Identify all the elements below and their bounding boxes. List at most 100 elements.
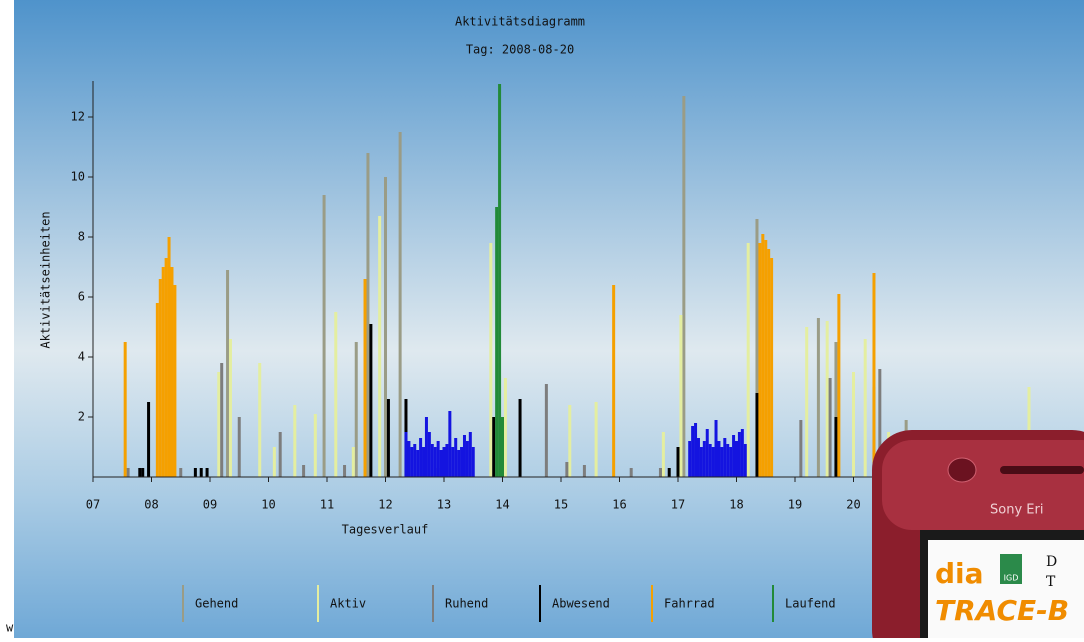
bar: [518, 399, 522, 477]
bar: [852, 372, 855, 477]
bar: [714, 420, 718, 477]
x-tick-label: 16: [612, 498, 626, 512]
bar: [147, 402, 151, 477]
bar: [433, 447, 437, 477]
bar: [755, 219, 759, 477]
bar: [694, 423, 698, 477]
bar: [825, 321, 829, 477]
bar: [878, 369, 882, 477]
bar: [161, 267, 165, 477]
bar: [764, 240, 768, 477]
bar: [489, 243, 493, 477]
y-tick-label: 4: [78, 350, 85, 364]
x-tick-label: 12: [378, 498, 392, 512]
screen-line-1: D: [1046, 554, 1057, 570]
bar: [141, 468, 145, 477]
bar: [501, 417, 504, 477]
left-margin: [0, 0, 14, 638]
bar: [834, 342, 838, 477]
bar: [454, 438, 458, 477]
bar: [629, 468, 633, 477]
x-tick-label: 20: [846, 498, 860, 512]
bar: [468, 432, 472, 477]
bar: [834, 417, 838, 477]
bar: [717, 441, 721, 477]
bar: [612, 285, 616, 477]
bar: [293, 405, 297, 477]
legend-label: Abwesend: [552, 597, 610, 611]
legend: Gehend Aktiv Ruhend Abwesend Fahrrad Laufend: [182, 585, 836, 622]
bar: [170, 267, 174, 477]
bar: [594, 402, 598, 477]
bar: [237, 417, 241, 477]
bar: [228, 339, 232, 477]
bar: [492, 417, 496, 477]
bar: [740, 429, 744, 477]
bar: [199, 468, 203, 477]
bar: [568, 405, 572, 477]
bar: [173, 285, 177, 477]
bar: [691, 426, 695, 477]
bar: [179, 468, 183, 477]
bar: [667, 468, 671, 477]
bar: [743, 444, 747, 477]
bar: [354, 342, 358, 477]
bar: [430, 444, 434, 477]
bar: [220, 363, 224, 477]
bar: [732, 435, 736, 477]
bar: [746, 243, 750, 477]
bar: [369, 324, 373, 477]
bar: [424, 417, 428, 477]
bar: [416, 450, 420, 477]
bar: [398, 132, 402, 477]
x-tick-label: 17: [671, 498, 685, 512]
x-tick-label: 19: [788, 498, 802, 512]
bar: [155, 303, 159, 477]
bar: [407, 441, 411, 477]
legend-label: Gehend: [195, 597, 238, 611]
x-axis-title: Tagesverlauf: [342, 523, 429, 537]
bar: [164, 258, 168, 477]
bar: [872, 273, 876, 477]
y-tick-label: 2: [78, 410, 85, 424]
bar: [720, 447, 724, 477]
bar: [272, 447, 276, 477]
bar: [302, 465, 306, 477]
logo-badge-box: [1000, 554, 1022, 584]
bar: [495, 207, 499, 477]
bar: [457, 450, 461, 477]
bar: [322, 195, 326, 477]
bar: [313, 414, 317, 477]
bar: [422, 447, 426, 477]
legend-label: Fahrrad: [664, 597, 715, 611]
bar: [404, 432, 408, 477]
bar: [737, 432, 741, 477]
bar: [465, 441, 469, 477]
bar: [378, 216, 382, 477]
bar: [205, 468, 209, 477]
bar: [565, 462, 569, 477]
bar: [366, 153, 370, 477]
bar: [460, 447, 464, 477]
bar: [167, 237, 171, 477]
y-tick-label: 6: [78, 290, 85, 304]
x-tick-label: 08: [144, 498, 158, 512]
bar: [805, 327, 809, 477]
y-axis-title: Aktivitätseinheiten: [39, 211, 53, 348]
bar: [837, 294, 841, 477]
chart-subtitle: Tag: 2008-08-20: [466, 43, 574, 57]
bar: [711, 447, 715, 477]
bar: [799, 420, 803, 477]
bar: [363, 279, 367, 477]
bar: [226, 270, 230, 477]
bar: [688, 441, 692, 477]
bar: [351, 447, 355, 477]
bar: [679, 315, 683, 477]
corner-text: w: [6, 621, 14, 635]
bar: [761, 234, 765, 477]
chart-title: Aktivitätsdiagramm: [455, 15, 585, 29]
bar: [723, 438, 727, 477]
bar: [451, 447, 455, 477]
x-tick-label: 15: [554, 498, 568, 512]
